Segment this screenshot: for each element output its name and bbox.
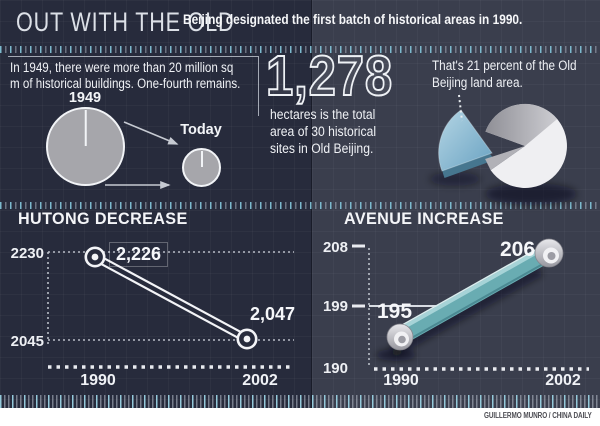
hutong-value-1990: 2,226 (109, 242, 169, 267)
hectares-caption: hectares is the total area of 30 histori… (270, 106, 376, 157)
pie-leader-line (458, 94, 463, 122)
hutong-point-1990-dot (91, 253, 99, 261)
hectares-value: 1,278 (265, 44, 393, 108)
avenue-chart-title: AVENUE INCREASE (344, 209, 504, 228)
avenue-ribbon-highlight (396, 245, 547, 333)
hutong-ytick-2045: 2045 (10, 333, 44, 350)
land-share-caption-line1: That's 21 percent of the Old (432, 58, 577, 73)
circles-caption-line1: In 1949, there were more than 20 million… (10, 60, 234, 75)
hutong-trend-band-inner (92, 254, 250, 342)
caption-bracket-right (258, 56, 259, 116)
page-title: OUT WITH THE OLD (16, 7, 235, 37)
circles-caption-line2: m of historical buildings. One-fourth re… (10, 75, 241, 91)
avenue-ytick-208: 208 (322, 239, 348, 256)
ribbon-shadow (376, 264, 544, 361)
hutong-ytick-2230: 2230 (10, 245, 44, 262)
tick-strip-top (0, 46, 600, 53)
avenue-ribbon (395, 245, 554, 345)
page-subtitle: Beijing designated the first batch of hi… (183, 12, 523, 27)
hectares-caption-line2: area of 30 historical (270, 124, 377, 139)
label-today: Today (180, 122, 222, 138)
avenue-value-2002: 206 (500, 238, 536, 261)
ribbon-cap-2002 (534, 238, 564, 268)
tick-strip-middle (0, 202, 600, 209)
pie-slice-21pct (438, 109, 493, 172)
tick-strip-bottom (0, 395, 600, 408)
pie-chart (429, 94, 577, 205)
hutong-chart-title: HUTONG DECREASE (18, 209, 188, 228)
caption-bracket-top (8, 56, 258, 57)
avenue-xtick-1990: 1990 (383, 372, 419, 389)
circle-today-radius (200, 151, 203, 167)
circles-caption: In 1949, there were more than 20 million… (10, 60, 240, 91)
land-share-caption: That's 21 percent of the Old Beijing lan… (432, 57, 577, 91)
land-share-caption-line2: Beijing land area. (432, 75, 523, 90)
pie-main-top (485, 103, 558, 146)
avenue-ytick-199: 199 (322, 298, 348, 315)
ribbon-cap-1990 (386, 323, 414, 351)
circle-1949-radius (84, 110, 87, 146)
hectares-caption-line1: hectares is the total (270, 107, 376, 122)
label-1949: 1949 (68, 90, 102, 106)
circle-1949 (46, 107, 125, 186)
credit-byline: GUILLERMO MUNRO / CHINA DAILY (484, 411, 592, 420)
pie-notch-wall (485, 146, 525, 171)
hutong-value-2002: 2,047 (250, 304, 296, 324)
decrease-arrows-icon (105, 121, 179, 189)
avenue-ytick-190: 190 (322, 360, 348, 377)
avenue-ribbon-edge-dark (402, 257, 553, 344)
slice-shadow (429, 172, 481, 186)
hectares-caption-line3: sites in Old Beijing. (270, 141, 374, 156)
hutong-point-2002-dot (243, 335, 251, 343)
circle-today (182, 148, 221, 187)
pie-shadow (485, 183, 577, 205)
avenue-value-1990: 195 (377, 300, 413, 323)
avenue-ribbon-edge-light (395, 243, 546, 330)
avenue-xtick-2002: 2002 (545, 372, 581, 389)
avenue-ribbon-chart (352, 238, 589, 371)
hutong-line-chart (47, 246, 294, 369)
hutong-xtick-2002: 2002 (242, 372, 278, 389)
hutong-xtick-1990: 1990 (80, 372, 116, 389)
